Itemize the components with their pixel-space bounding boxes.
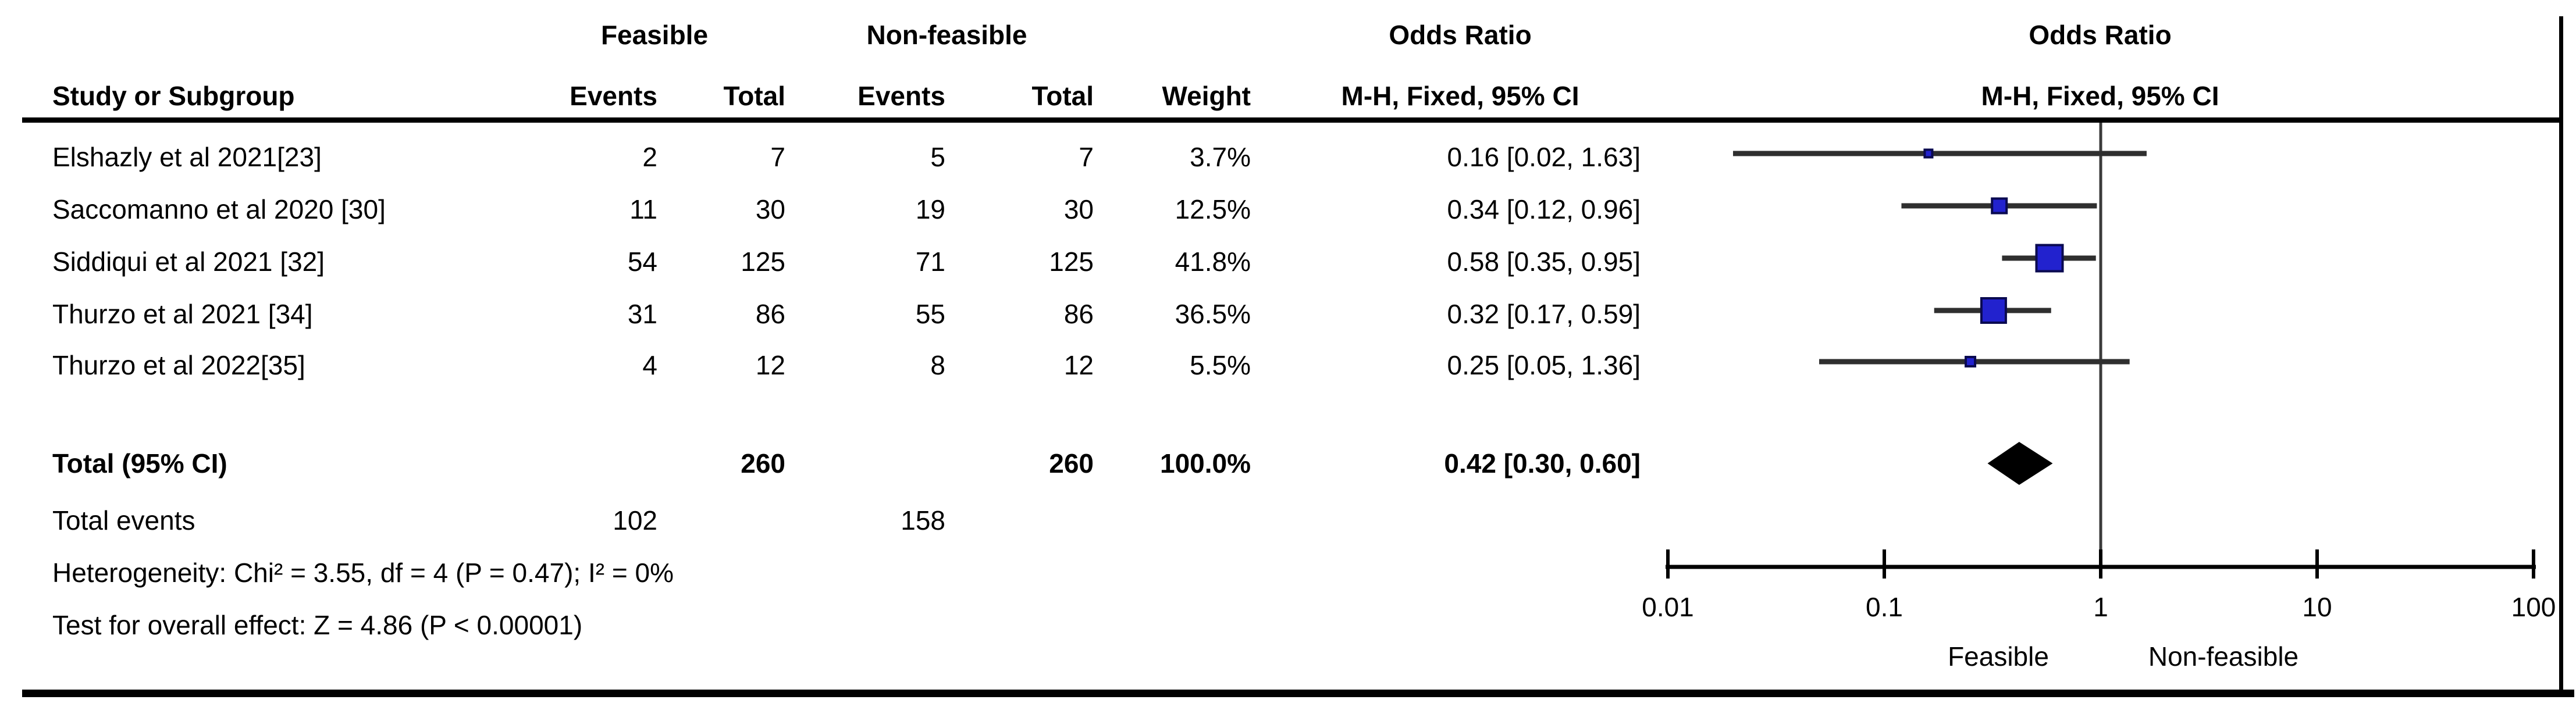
- total-feasible-total: 260: [741, 448, 785, 479]
- total-label: Total (95% CI): [52, 448, 227, 479]
- non-feasible-total: 12: [1063, 350, 1094, 380]
- effect-square: [1991, 197, 2008, 215]
- feasible-events: 31: [627, 299, 657, 329]
- non-feasible-events: 19: [915, 194, 945, 224]
- study-name: Thurzo et al 2021 [34]: [52, 299, 313, 329]
- effect-square: [1965, 356, 1977, 367]
- axis-tick-label: 100: [2511, 592, 2556, 622]
- column-header-study: Study or Subgroup: [52, 81, 295, 111]
- axis-left-label: Feasible: [1948, 641, 2049, 672]
- feasible-events: 11: [629, 194, 657, 224]
- heterogeneity-text: Heterogeneity: Chi² = 3.55, df = 4 (P = …: [52, 558, 674, 588]
- feasible-events: 54: [627, 247, 657, 277]
- odds-ratio-value: 0.58 [0.35, 0.95]: [1447, 247, 1641, 277]
- column-group-feasible: Feasible: [600, 20, 709, 50]
- non-feasible-total: 86: [1063, 299, 1094, 329]
- feasible-total: 125: [741, 247, 785, 277]
- weight-value: 3.7%: [1190, 142, 1251, 172]
- feasible-total: 30: [755, 194, 785, 224]
- column-group-non-feasible: Non-feasible: [866, 20, 1027, 50]
- odds-ratio-value: 0.25 [0.05, 1.36]: [1447, 350, 1641, 380]
- column-header-feasible-events: Events: [570, 81, 657, 111]
- axis-tick-label: 10: [2302, 592, 2332, 622]
- non-feasible-total: 125: [1049, 247, 1094, 277]
- odds-ratio-value: 0.32 [0.17, 0.59]: [1447, 299, 1641, 329]
- total-events-feasible: 102: [613, 505, 657, 536]
- axis-tick-label: 1: [2093, 592, 2108, 622]
- study-name: Siddiqui et al 2021 [32]: [52, 247, 325, 277]
- column-header-non-feasible-total: Total: [1031, 81, 1094, 111]
- frame-bottom-border: [22, 690, 2574, 697]
- axis-right-label: Non-feasible: [2148, 641, 2299, 672]
- effect-square: [2035, 244, 2064, 273]
- pooled-diamond: [1987, 442, 2053, 485]
- column-header-non-feasible-events: Events: [858, 81, 945, 111]
- column-header-method-text: M-H, Fixed, 95% CI: [1341, 81, 1579, 111]
- non-feasible-total: 30: [1063, 194, 1094, 224]
- odds-ratio-value: 0.16 [0.02, 1.63]: [1447, 142, 1641, 172]
- overall-effect-text: Test for overall effect: Z = 4.86 (P < 0…: [52, 610, 583, 640]
- axis-tick-label: 0.01: [1642, 592, 1694, 622]
- non-feasible-events: 55: [915, 299, 945, 329]
- study-name: Elshazly et al 2021[23]: [52, 142, 322, 172]
- axis-tick-label: 0.1: [1866, 592, 1903, 622]
- effect-square: [1923, 148, 1934, 159]
- weight-value: 12.5%: [1175, 194, 1251, 224]
- total-odds-ratio: 0.42 [0.30, 0.60]: [1444, 448, 1641, 479]
- column-header-weight: Weight: [1162, 81, 1251, 111]
- total-non-feasible-total: 260: [1049, 448, 1094, 479]
- odds-ratio-value: 0.34 [0.12, 0.96]: [1447, 194, 1641, 224]
- column-group-odds-ratio-plot: Odds Ratio: [2029, 20, 2172, 50]
- feasible-events: 2: [642, 142, 657, 172]
- non-feasible-events: 71: [915, 247, 945, 277]
- total-weight: 100.0%: [1159, 448, 1251, 479]
- column-header-method-plot: M-H, Fixed, 95% CI: [1981, 81, 2219, 111]
- study-name: Saccomanno et al 2020 [30]: [52, 194, 386, 224]
- weight-value: 41.8%: [1175, 247, 1251, 277]
- effect-square: [1980, 297, 2007, 324]
- column-header-feasible-total: Total: [723, 81, 785, 111]
- non-feasible-total: 7: [1079, 142, 1094, 172]
- column-group-odds-ratio-text: Odds Ratio: [1389, 20, 1532, 50]
- feasible-total: 86: [755, 299, 785, 329]
- non-feasible-events: 5: [930, 142, 945, 172]
- non-feasible-events: 8: [930, 350, 945, 380]
- study-name: Thurzo et al 2022[35]: [52, 350, 305, 380]
- weight-value: 5.5%: [1190, 350, 1251, 380]
- frame-right-border: [2559, 16, 2563, 697]
- feasible-total: 12: [755, 350, 785, 380]
- header-rule: [22, 117, 2563, 123]
- total-events-label: Total events: [52, 505, 195, 536]
- feasible-events: 4: [642, 350, 657, 380]
- total-events-non-feasible: 158: [901, 505, 945, 536]
- weight-value: 36.5%: [1175, 299, 1251, 329]
- feasible-total: 7: [770, 142, 785, 172]
